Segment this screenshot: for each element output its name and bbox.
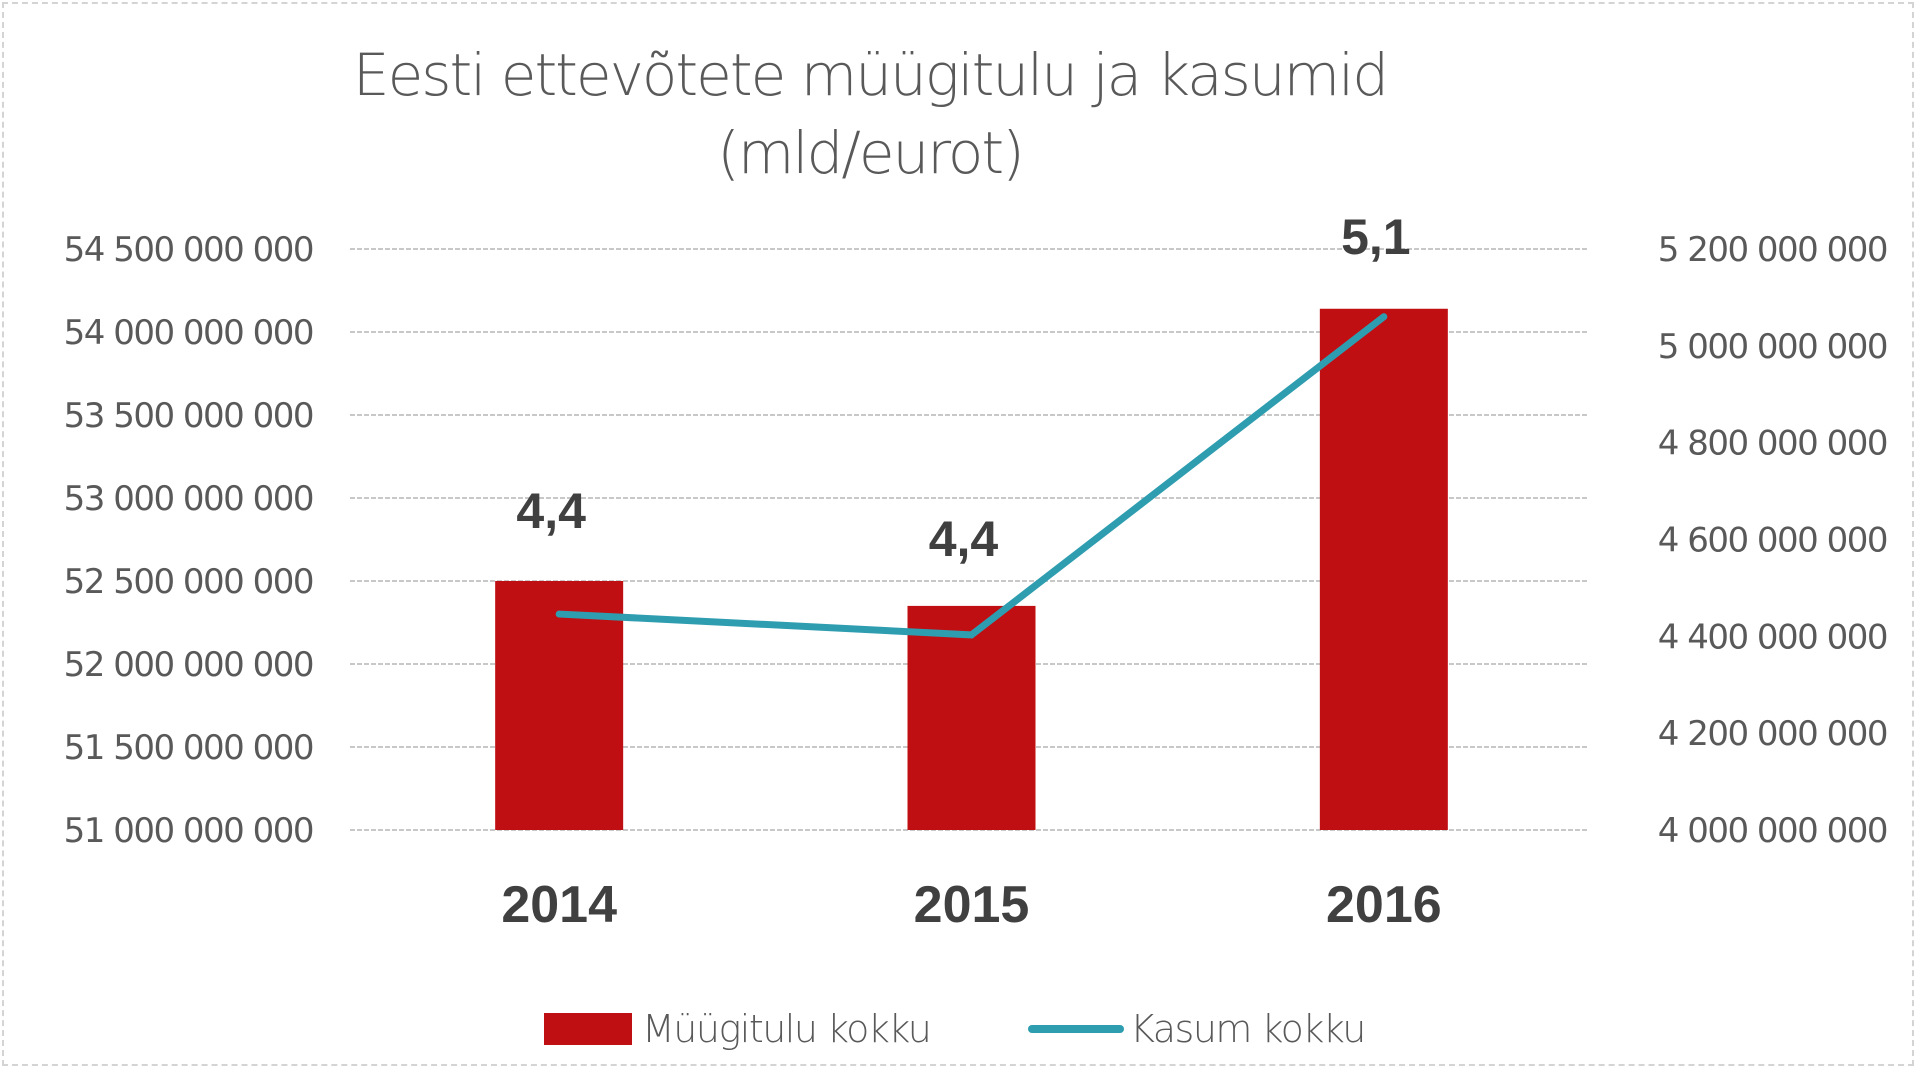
legend-label: Kasum kokku xyxy=(1130,1007,1366,1051)
legend-label: Müügitulu kokku xyxy=(642,1007,932,1051)
data-label-2015: 4,4 xyxy=(929,511,999,567)
bar-2014[interactable] xyxy=(495,581,624,830)
legend-line-swatch-icon xyxy=(1028,1025,1124,1033)
left-axis-tick-label: 53 500 000 000 xyxy=(64,396,313,436)
category-axis: 2014 2015 2016 xyxy=(501,876,1441,934)
right-axis-tick-label: 5 000 000 000 xyxy=(1658,327,1887,367)
bar-2016[interactable] xyxy=(1319,308,1448,830)
category-label-2016: 2016 xyxy=(1326,876,1442,934)
right-axis: 5 200 000 000 5 000 000 000 4 800 000 000 4… xyxy=(1658,230,1889,851)
right-axis-tick-label: 4 000 000 000 xyxy=(1658,811,1887,851)
data-label-2016: 5,1 xyxy=(1341,209,1411,265)
bar-2015[interactable] xyxy=(907,605,1036,830)
line-series-kasum xyxy=(555,313,1388,639)
bar-series-muugitulu xyxy=(495,308,1448,830)
left-axis-tick-label: 52 000 000 000 xyxy=(64,645,313,685)
left-axis-tick-label: 51 000 000 000 xyxy=(64,811,313,851)
right-axis-tick-label: 4 200 000 000 xyxy=(1658,714,1887,754)
legend-item-kasum[interactable]: Kasum kokku xyxy=(1028,1003,1366,1055)
legend-item-muugitulu[interactable]: Müügitulu kokku xyxy=(544,1003,932,1055)
data-labels: 4,4 4,4 5,1 xyxy=(516,209,1410,567)
kasum-line[interactable] xyxy=(555,313,1388,639)
chart-title: Eesti ettevõtete müügitulu ja kasumid xyxy=(352,41,1389,109)
left-axis-tick-label: 51 500 000 000 xyxy=(64,728,313,768)
right-axis-tick-label: 4 800 000 000 xyxy=(1658,424,1887,464)
right-axis-tick-label: 4 600 000 000 xyxy=(1658,521,1887,561)
chart-subtitle: (mld/eurot) xyxy=(717,119,1024,187)
left-axis-tick-label: 54 000 000 000 xyxy=(64,313,313,353)
left-axis: 54 500 000 000 54 000 000 000 53 500 000 0… xyxy=(64,230,315,851)
category-label-2014: 2014 xyxy=(501,876,617,934)
left-axis-tick-label: 53 000 000 000 xyxy=(64,479,313,519)
category-label-2015: 2015 xyxy=(914,876,1030,934)
right-axis-tick-label: 4 400 000 000 xyxy=(1658,617,1887,657)
left-axis-tick-label: 54 500 000 000 xyxy=(64,230,313,270)
legend: Müügitulu kokku Kasum kokku xyxy=(0,1003,1920,1055)
legend-bar-swatch-icon xyxy=(544,1013,632,1045)
right-axis-tick-label: 5 200 000 000 xyxy=(1658,230,1887,270)
data-label-2014: 4,4 xyxy=(516,483,586,539)
left-axis-tick-label: 52 500 000 000 xyxy=(64,562,313,602)
